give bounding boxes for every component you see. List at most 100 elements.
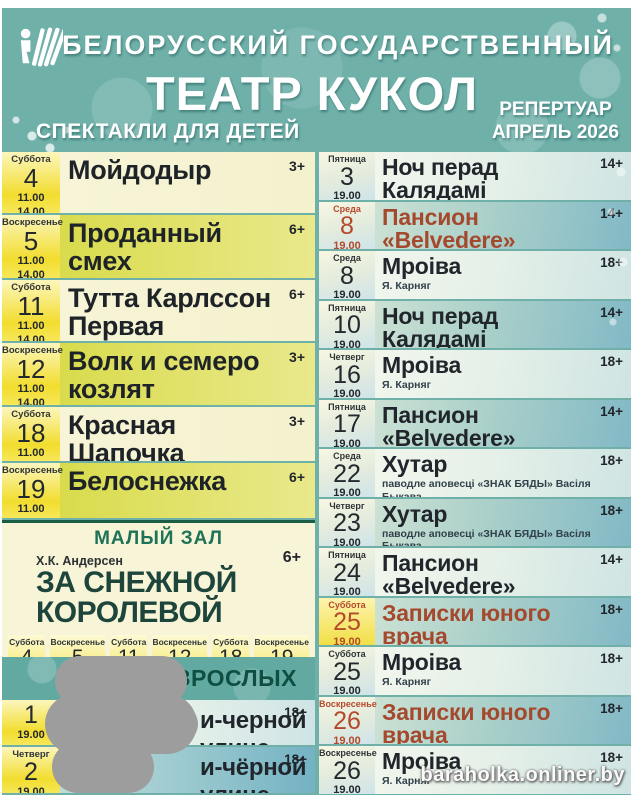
age-rating-badge: 18+	[600, 700, 623, 716]
show-title-text: Белоснежка	[68, 466, 227, 496]
date-number: 23	[333, 509, 361, 538]
show-info: Записки юного врача М. Булгаковна сцене …	[319, 598, 631, 645]
show-author: паводле аповесці «ЗНАК БЯДЫ» Васіля Быка…	[382, 527, 591, 547]
show-info: Мроіва Я. Карняг	[319, 251, 631, 293]
show-info: Записки юного врача М. Булгаковна сцене …	[319, 697, 631, 744]
date-cell: Пятница 17 19.00	[319, 399, 375, 447]
show-time: 11.00	[17, 502, 45, 515]
show-title-text: Красная Шапочка	[68, 410, 185, 461]
date-number: 25	[333, 608, 361, 637]
small-hall-date-cell: Воскресенье 19 11.15 12.30	[254, 635, 309, 657]
weekday-label: Воскресенье	[152, 637, 207, 647]
show-row: Суббота 11 11.00 14.00 Тутта Карлссон Пе…	[2, 280, 315, 341]
show-row: Воскресенье 12 11.00 14.00 Волк и семеро…	[2, 343, 315, 405]
show-time: 19.00	[333, 338, 361, 348]
show-title: Хутар	[382, 500, 448, 527]
date-cell: Воскресенье 26 19.00	[319, 696, 377, 744]
show-title: Мойдодыр	[68, 155, 273, 185]
show-title: Пансион «Belvedere»	[382, 401, 516, 447]
show-info: Красная Шапочка Е. Шварц	[2, 407, 315, 461]
date-number: 19	[16, 474, 46, 505]
show-title-line2	[68, 496, 273, 518]
show-row: Воскресенье 19 11.00 14.00 Белоснежка Бр…	[2, 463, 315, 518]
date-cell: Суббота 4 11.00 14.00	[2, 152, 60, 213]
age-rating-badge: 6+	[289, 221, 305, 237]
date-number: 8	[340, 261, 354, 290]
age-rating-badge: 6+	[282, 549, 301, 566]
show-title-text: Мойдодыр	[68, 155, 212, 185]
show-title: Мроіва	[382, 253, 462, 279]
show-info: Проданный смех по мотивам повести «Тим Т…	[2, 215, 315, 278]
show-info: Ноч перад Калядамі па матывах аднайменна…	[319, 301, 631, 348]
weekday-label: Воскресенье	[319, 748, 377, 758]
date-number: 1	[24, 701, 38, 729]
show-info: Хутар паводле аповесці «ЗНАК БЯДЫ» Васіл…	[319, 499, 631, 547]
age-rating-badge: 18+	[600, 502, 623, 518]
theater-poster: БЕЛОРУССКИЙ ГОСУДАРСТВЕННЫЙ ТЕАТР КУКОЛ …	[2, 8, 631, 795]
date-cell: Четверг 16 19.00	[319, 350, 375, 398]
small-hall-author: Х.К. Андерсен	[36, 554, 123, 568]
show-title-line2	[68, 185, 273, 213]
weekday-label: Суббота	[111, 637, 147, 647]
date-cell: Суббота 25 19.00	[319, 647, 375, 695]
date-number: 26	[333, 756, 361, 785]
show-subtitle: Я. Карняг	[382, 379, 591, 392]
show-title: Записки юного врача	[382, 599, 551, 645]
date-number: 5	[50, 647, 105, 657]
show-row: Воскресенье 5 11.00 14.00 Проданный смех…	[2, 215, 315, 278]
show-title: Мроіва	[382, 352, 462, 378]
show-title-fragment: и-чёрной улице	[200, 754, 307, 793]
show-time: 19.00	[17, 785, 45, 793]
age-rating-badge: 3+	[289, 158, 305, 174]
age-rating-badge: 18+	[600, 453, 623, 468]
show-row: Пятница 3 19.00 Ноч перад Калядамі па ма…	[319, 152, 631, 200]
date-number: 11	[110, 647, 147, 657]
show-subtitle: Я. Карняг	[382, 775, 591, 788]
age-rating-badge: 3+	[289, 349, 305, 365]
date-number: 26	[333, 707, 361, 736]
show-author: Я. Карняг	[382, 775, 432, 787]
age-rating-badge: 14+	[600, 304, 623, 320]
show-author: Я. Карняг	[382, 280, 432, 292]
weekday-label: Суббота	[328, 599, 366, 610]
show-row: Среда 8 19.00 Пансион «Belvedere» М. Спь…	[319, 201, 631, 249]
weekday-label: Суббота	[11, 409, 51, 420]
age-rating-badge: 18+	[600, 750, 623, 765]
small-hall-date-cell: Суббота 4 11.15 12.30	[8, 635, 46, 657]
weekday-label: Четверг	[329, 352, 365, 362]
date-number: 16	[333, 360, 361, 389]
weekday-label: Воскресенье	[50, 637, 105, 647]
weekday-label: Суббота	[11, 282, 51, 293]
weekday-label: Воскресенье	[254, 637, 309, 647]
show-title-text2: и единственная	[68, 338, 252, 341]
date-number: 24	[333, 558, 361, 587]
show-time: 11.00	[17, 254, 45, 267]
weekday-label: Среда	[333, 253, 361, 263]
show-subtitle: Я. Карняг	[382, 280, 591, 293]
date-number: 25	[333, 657, 361, 686]
show-title: Волк и семеро козлят	[68, 346, 273, 404]
show-info: Белоснежка Братья Гримм	[2, 463, 315, 518]
small-hall-date-cell: Воскресенье 12 11.15 12.30	[152, 635, 207, 657]
show-info: Мойдодыр К. Чуковский	[2, 152, 315, 213]
weekday-label: Среда	[333, 451, 361, 461]
date-number: 10	[333, 311, 361, 340]
date-number: 11	[17, 291, 45, 322]
show-title-text: Волк и семеро козлят	[68, 346, 260, 404]
date-cell: Воскресенье 12 11.00 14.00	[2, 343, 63, 405]
weekday-label: Суббота	[11, 154, 51, 165]
small-hall-title: ЗА СНЕЖНОЙ КОРОЛЕВОЙ	[36, 566, 237, 629]
date-cell: Среда 8 19.00	[319, 201, 375, 249]
show-title-line2: и единственнаяЯ. Экхольм	[68, 338, 273, 341]
show-time: 19.00	[333, 239, 361, 249]
small-hall-dates: Суббота 4 11.15 12.30 Воскресенье 5 11.1…	[2, 628, 315, 657]
show-info: Мроіва Я. Карняг	[319, 350, 631, 392]
age-rating-badge: 18+	[600, 601, 623, 617]
show-info: Пансион «Belvedere» М. Спьяццина сцене Ц…	[319, 202, 631, 249]
date-number: 3	[340, 162, 354, 191]
show-author: Я. Карняг	[382, 676, 432, 688]
kids-section-label: СПЕКТАКЛИ ДЛЯ ДЕТЕЙ	[36, 120, 300, 143]
show-row: Среда 8 19.00 Мроіва Я. Карняг 18+	[319, 251, 631, 299]
date-number: 4	[23, 163, 39, 194]
